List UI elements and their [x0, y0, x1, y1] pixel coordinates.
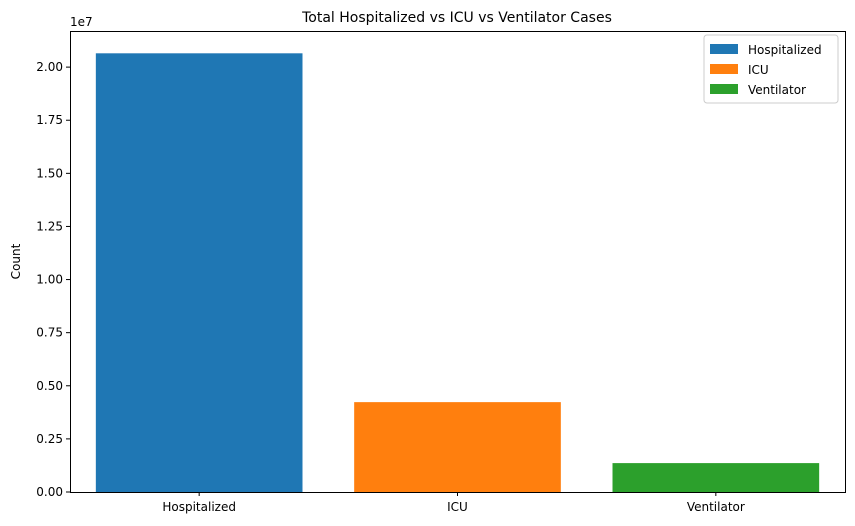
- legend-entry: ICU: [748, 63, 769, 77]
- x-tick-label: Hospitalized: [162, 500, 236, 514]
- legend-entry: Ventilator: [748, 83, 806, 97]
- x-tick-label: ICU: [447, 500, 468, 514]
- y-tick-label: 0.50: [36, 379, 63, 393]
- bar-ventilator: [612, 463, 820, 492]
- plot-frame: [70, 31, 846, 493]
- y-tick-label: 1.75: [36, 113, 63, 127]
- legend-swatch: [710, 84, 738, 94]
- chart-title: Total Hospitalized vs ICU vs Ventilator …: [301, 10, 612, 26]
- y-axis-offset-label: 1e7: [70, 15, 93, 29]
- legend-swatch: [710, 64, 738, 74]
- y-tick-label: 1.50: [36, 166, 63, 180]
- y-tick-label: 0.00: [36, 485, 63, 499]
- y-tick-label: 1.00: [36, 273, 63, 287]
- legend-swatch: [710, 44, 738, 54]
- x-axis-ticks: Hospitalized ICU Ventilator: [162, 492, 745, 514]
- legend-entry: Hospitalized: [748, 43, 822, 57]
- bar-hospitalized: [95, 53, 303, 492]
- y-tick-label: 1.25: [36, 219, 63, 233]
- y-axis-ticks: 0.00 0.25 0.50 0.75 1.00 1.25 1.50 1.75 2.00: [36, 60, 70, 499]
- legend: Hospitalized ICU Ventilator: [703, 34, 839, 104]
- bars-group: [95, 53, 820, 492]
- y-tick-label: 0.75: [36, 326, 63, 340]
- x-tick-label: Ventilator: [687, 500, 745, 514]
- bar-icu: [354, 402, 561, 492]
- y-axis-label: Count: [9, 243, 23, 279]
- y-tick-label: 2.00: [36, 60, 63, 74]
- y-tick-label: 0.25: [36, 432, 63, 446]
